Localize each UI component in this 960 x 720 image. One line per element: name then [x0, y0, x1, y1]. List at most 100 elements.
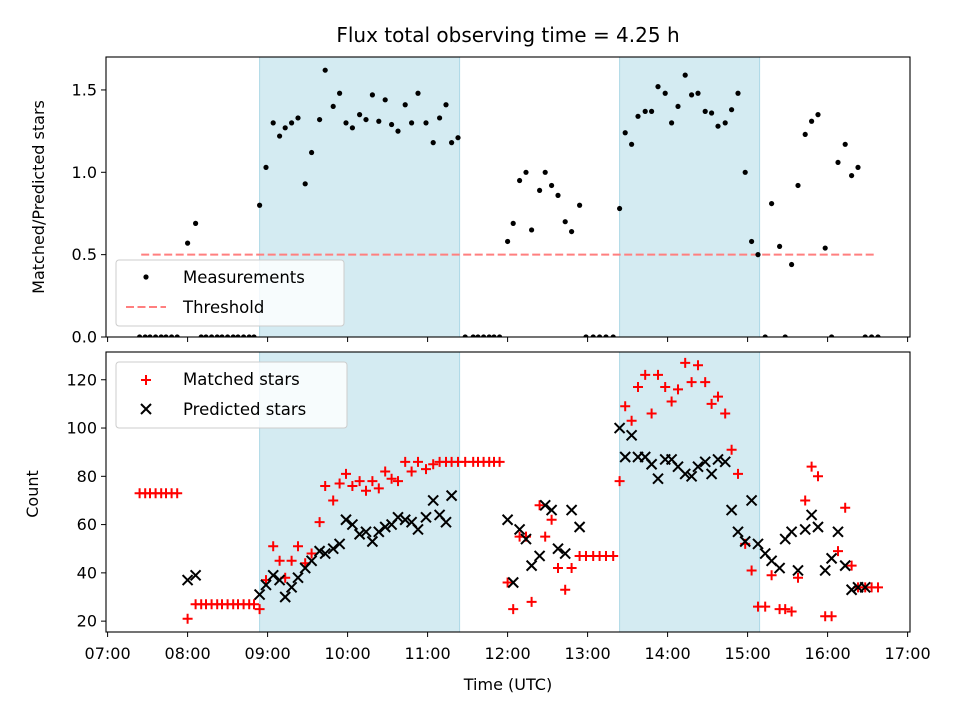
measurement-point	[158, 334, 164, 337]
measurement-point	[709, 110, 715, 116]
measurement-point	[415, 90, 421, 96]
measurement-point	[402, 102, 408, 108]
measurement-point	[185, 240, 191, 246]
matched-stars-point	[813, 471, 823, 482]
measurement-point	[270, 120, 276, 126]
legend-predicted-label: Predicted stars	[183, 400, 306, 419]
measurement-point	[755, 252, 761, 258]
matched-stars-point	[806, 461, 817, 472]
x-tick-label: 14:00	[645, 644, 691, 663]
matched-stars-point	[254, 604, 265, 615]
matched-stars-point	[494, 456, 505, 467]
predicted-stars-point	[379, 521, 391, 533]
predicted-stars-point	[685, 470, 698, 483]
predicted-stars-point	[520, 533, 532, 545]
predicted-stars-point	[513, 523, 526, 536]
matched-stars-point	[546, 514, 557, 525]
predicted-stars-point	[573, 521, 586, 533]
predicted-stars-point	[792, 564, 804, 577]
measurement-point	[209, 334, 215, 337]
predicted-stars-point	[619, 451, 631, 463]
measurement-point	[251, 334, 257, 337]
predicted-stars-point	[613, 422, 626, 434]
matched-stars-point	[249, 599, 259, 610]
measurement-point	[302, 181, 308, 187]
measurement-point	[470, 334, 476, 337]
predicted-stars-point	[719, 456, 731, 468]
measurement-point	[789, 261, 795, 268]
matched-stars-point	[386, 473, 397, 484]
matched-stars-point	[421, 464, 431, 475]
measurement-point	[762, 334, 768, 337]
top-legend: Measurements Threshold	[115, 259, 345, 327]
legend-matched-label: Matched stars	[183, 370, 300, 389]
matched-stars-point	[826, 611, 837, 622]
predicted-stars-point	[732, 526, 744, 538]
measurement-point	[382, 97, 388, 103]
top-plot-area: 0.0 0.5 1.0 1.5 Measurements Threshold	[72, 56, 911, 347]
measurement-point	[542, 169, 548, 175]
matched-stars-point	[361, 485, 371, 496]
measurement-point	[193, 220, 199, 226]
legend-measurements-marker	[143, 274, 149, 280]
measurement-point	[510, 220, 516, 226]
predicted-stars-point	[819, 564, 831, 577]
measurement-point	[147, 334, 153, 337]
matched-stars-point	[367, 476, 378, 487]
predicted-stars-point	[260, 579, 272, 591]
measurement-point	[749, 238, 755, 245]
measurement-point	[583, 334, 589, 337]
bottom-y-tick-label: 100	[66, 419, 97, 438]
measurement-point	[669, 120, 675, 126]
matched-stars-point	[502, 577, 513, 588]
measurement-point	[174, 334, 180, 337]
measurement-point	[481, 334, 487, 337]
measurement-point	[777, 243, 783, 250]
measurement-point	[682, 72, 688, 78]
measurement-point	[862, 334, 868, 337]
predicted-stars-point	[189, 569, 202, 581]
predicted-stars-point	[507, 576, 519, 589]
measurement-point	[577, 202, 583, 208]
measurement-point	[809, 118, 815, 124]
measurement-point	[263, 164, 269, 170]
x-tick-label: 13:00	[565, 644, 611, 663]
measurement-point	[822, 245, 828, 251]
measurement-point	[357, 112, 363, 118]
measurement-point	[517, 177, 523, 184]
measurement-point	[742, 169, 748, 175]
measurement-point	[486, 334, 492, 337]
predicted-stars-point	[412, 523, 424, 536]
measurement-point	[815, 112, 821, 118]
measurement-point	[322, 67, 328, 73]
matched-stars-point	[526, 596, 537, 607]
measurement-point	[735, 90, 741, 96]
top-y-tick-label: 1.5	[72, 80, 97, 99]
measurement-point	[349, 125, 355, 131]
predicted-stars-point	[501, 514, 514, 526]
predicted-stars-point	[805, 509, 818, 521]
predicted-stars-point	[845, 584, 858, 596]
predicted-stars-point	[373, 526, 385, 538]
bottom-legend: Matched stars Predicted stars	[115, 361, 348, 429]
measurement-point	[142, 334, 148, 337]
measurement-point	[555, 192, 561, 198]
predicted-stars-point	[292, 571, 304, 584]
predicted-stars-point	[625, 429, 638, 441]
measurement-point	[869, 334, 875, 337]
measurement-point	[505, 238, 511, 245]
measurement-point	[597, 334, 603, 337]
measurement-point	[622, 130, 628, 136]
matched-stars-point	[686, 377, 697, 388]
x-tick-label: 12:00	[485, 644, 531, 663]
measurement-point	[443, 102, 449, 108]
matched-stars-point	[713, 391, 723, 402]
x-tick-label: 11:00	[405, 644, 451, 663]
matched-stars-point	[380, 466, 391, 477]
predicted-stars-point	[319, 547, 331, 560]
predicted-stars-point	[752, 538, 764, 550]
predicted-stars-point	[745, 494, 758, 507]
matched-stars-point	[840, 502, 851, 513]
predicted-stars-point	[399, 514, 411, 526]
x-tick-label: 09:00	[245, 644, 291, 663]
